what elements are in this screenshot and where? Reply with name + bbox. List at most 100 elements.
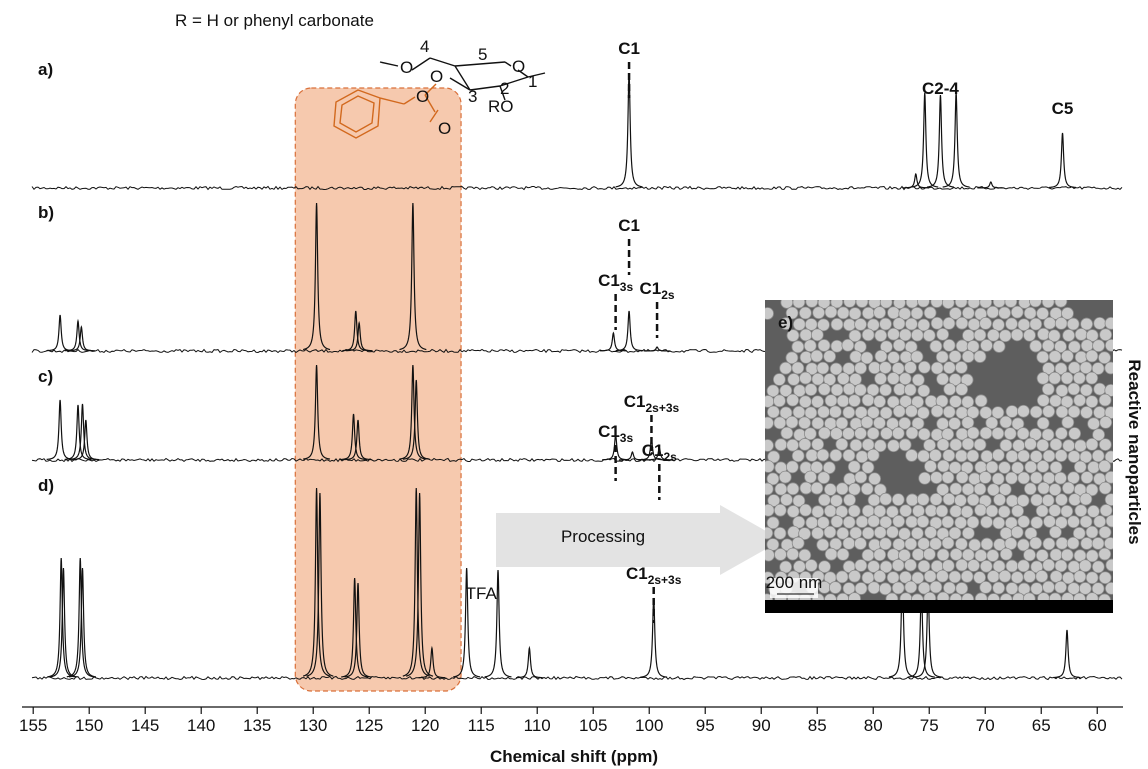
- particle: [868, 472, 882, 486]
- particle: [847, 460, 861, 474]
- particle: [1029, 405, 1043, 419]
- particle: [792, 317, 806, 331]
- particle: [1054, 340, 1067, 354]
- particle: [954, 361, 968, 374]
- particle: [929, 339, 943, 353]
- bond: [454, 65, 471, 91]
- scale-label: 200 nm: [766, 573, 823, 592]
- particle: [955, 316, 969, 330]
- particle: [792, 300, 806, 309]
- bond: [403, 96, 416, 105]
- particle: [929, 537, 943, 551]
- particle: [879, 383, 892, 397]
- particle: [886, 525, 899, 539]
- particle: [1041, 339, 1055, 353]
- particle: [1061, 307, 1074, 320]
- particle: [999, 415, 1013, 429]
- peak: [645, 446, 673, 461]
- particle: [892, 514, 906, 528]
- particle: [1049, 548, 1063, 562]
- particle: [980, 449, 994, 463]
- particle: [1017, 582, 1031, 596]
- particle: [935, 350, 949, 364]
- x-tick-label: 145: [131, 716, 159, 735]
- particle: [841, 338, 855, 352]
- particle: [1079, 383, 1093, 397]
- particle: [1067, 515, 1080, 529]
- particle: [941, 559, 955, 573]
- particle: [1061, 481, 1075, 495]
- x-tick-label: 80: [864, 716, 883, 735]
- particle: [1067, 382, 1081, 396]
- particle: [787, 373, 801, 386]
- sem-bar: [765, 600, 1113, 613]
- particle: [955, 558, 969, 572]
- particle: [992, 340, 1006, 353]
- particle: [941, 300, 955, 309]
- particle: [1080, 537, 1094, 550]
- particle: [879, 492, 893, 506]
- particle: [1085, 349, 1099, 363]
- peak-annotation: C13s: [598, 271, 633, 294]
- process-arrow: [496, 505, 782, 575]
- particle: [861, 306, 875, 320]
- structure-caption: R = H or phenyl carbonate: [175, 11, 374, 30]
- particle: [823, 504, 837, 518]
- annotation-main: C1: [598, 422, 620, 441]
- particle: [1055, 536, 1069, 550]
- particle: [918, 471, 932, 485]
- particle: [1079, 515, 1093, 529]
- spectrum-label: d): [38, 476, 54, 495]
- particle: [949, 548, 963, 561]
- particle: [943, 382, 957, 396]
- particle: [1042, 405, 1056, 418]
- particle: [787, 525, 801, 539]
- peak: [46, 399, 74, 461]
- peak-annotation: C5: [1052, 99, 1074, 118]
- particle: [1036, 416, 1050, 430]
- annotation-main: C1: [618, 216, 640, 235]
- particle: [1074, 504, 1088, 518]
- particle: [804, 383, 818, 397]
- peak: [643, 346, 671, 352]
- particle: [867, 514, 881, 528]
- particle: [936, 548, 950, 562]
- particle: [973, 438, 987, 452]
- particle: [1104, 450, 1113, 464]
- peak: [302, 487, 331, 677]
- particle: [766, 384, 780, 398]
- particle: [1041, 428, 1055, 442]
- particle: [860, 482, 874, 496]
- bond: [527, 72, 546, 78]
- particle: [917, 300, 930, 308]
- particle: [978, 471, 992, 484]
- annotation-sub: 2s+3s: [645, 401, 679, 415]
- particle: [887, 439, 900, 453]
- particle: [936, 327, 950, 341]
- particle: [1067, 471, 1080, 485]
- particle: [1073, 570, 1087, 584]
- particle: [1005, 449, 1019, 463]
- particle: [992, 581, 1006, 595]
- particle: [780, 493, 793, 507]
- particle: [910, 593, 924, 600]
- particle: [1060, 371, 1074, 385]
- particle: [830, 383, 844, 397]
- particle: [923, 438, 936, 452]
- particle: [848, 592, 861, 600]
- x-tick-label: 90: [752, 716, 771, 735]
- particle: [843, 300, 857, 308]
- particle: [799, 350, 813, 364]
- annotation-main: C1: [618, 39, 640, 58]
- particle: [942, 449, 956, 462]
- particle: [830, 515, 844, 528]
- bond: [504, 61, 512, 67]
- particle: [917, 559, 931, 573]
- particle: [1072, 371, 1086, 385]
- x-tick-label: 75: [920, 716, 939, 735]
- particle: [905, 300, 919, 309]
- particle: [1079, 492, 1093, 506]
- particle: [1055, 427, 1068, 440]
- particle: [1029, 317, 1043, 331]
- particle: [910, 306, 924, 320]
